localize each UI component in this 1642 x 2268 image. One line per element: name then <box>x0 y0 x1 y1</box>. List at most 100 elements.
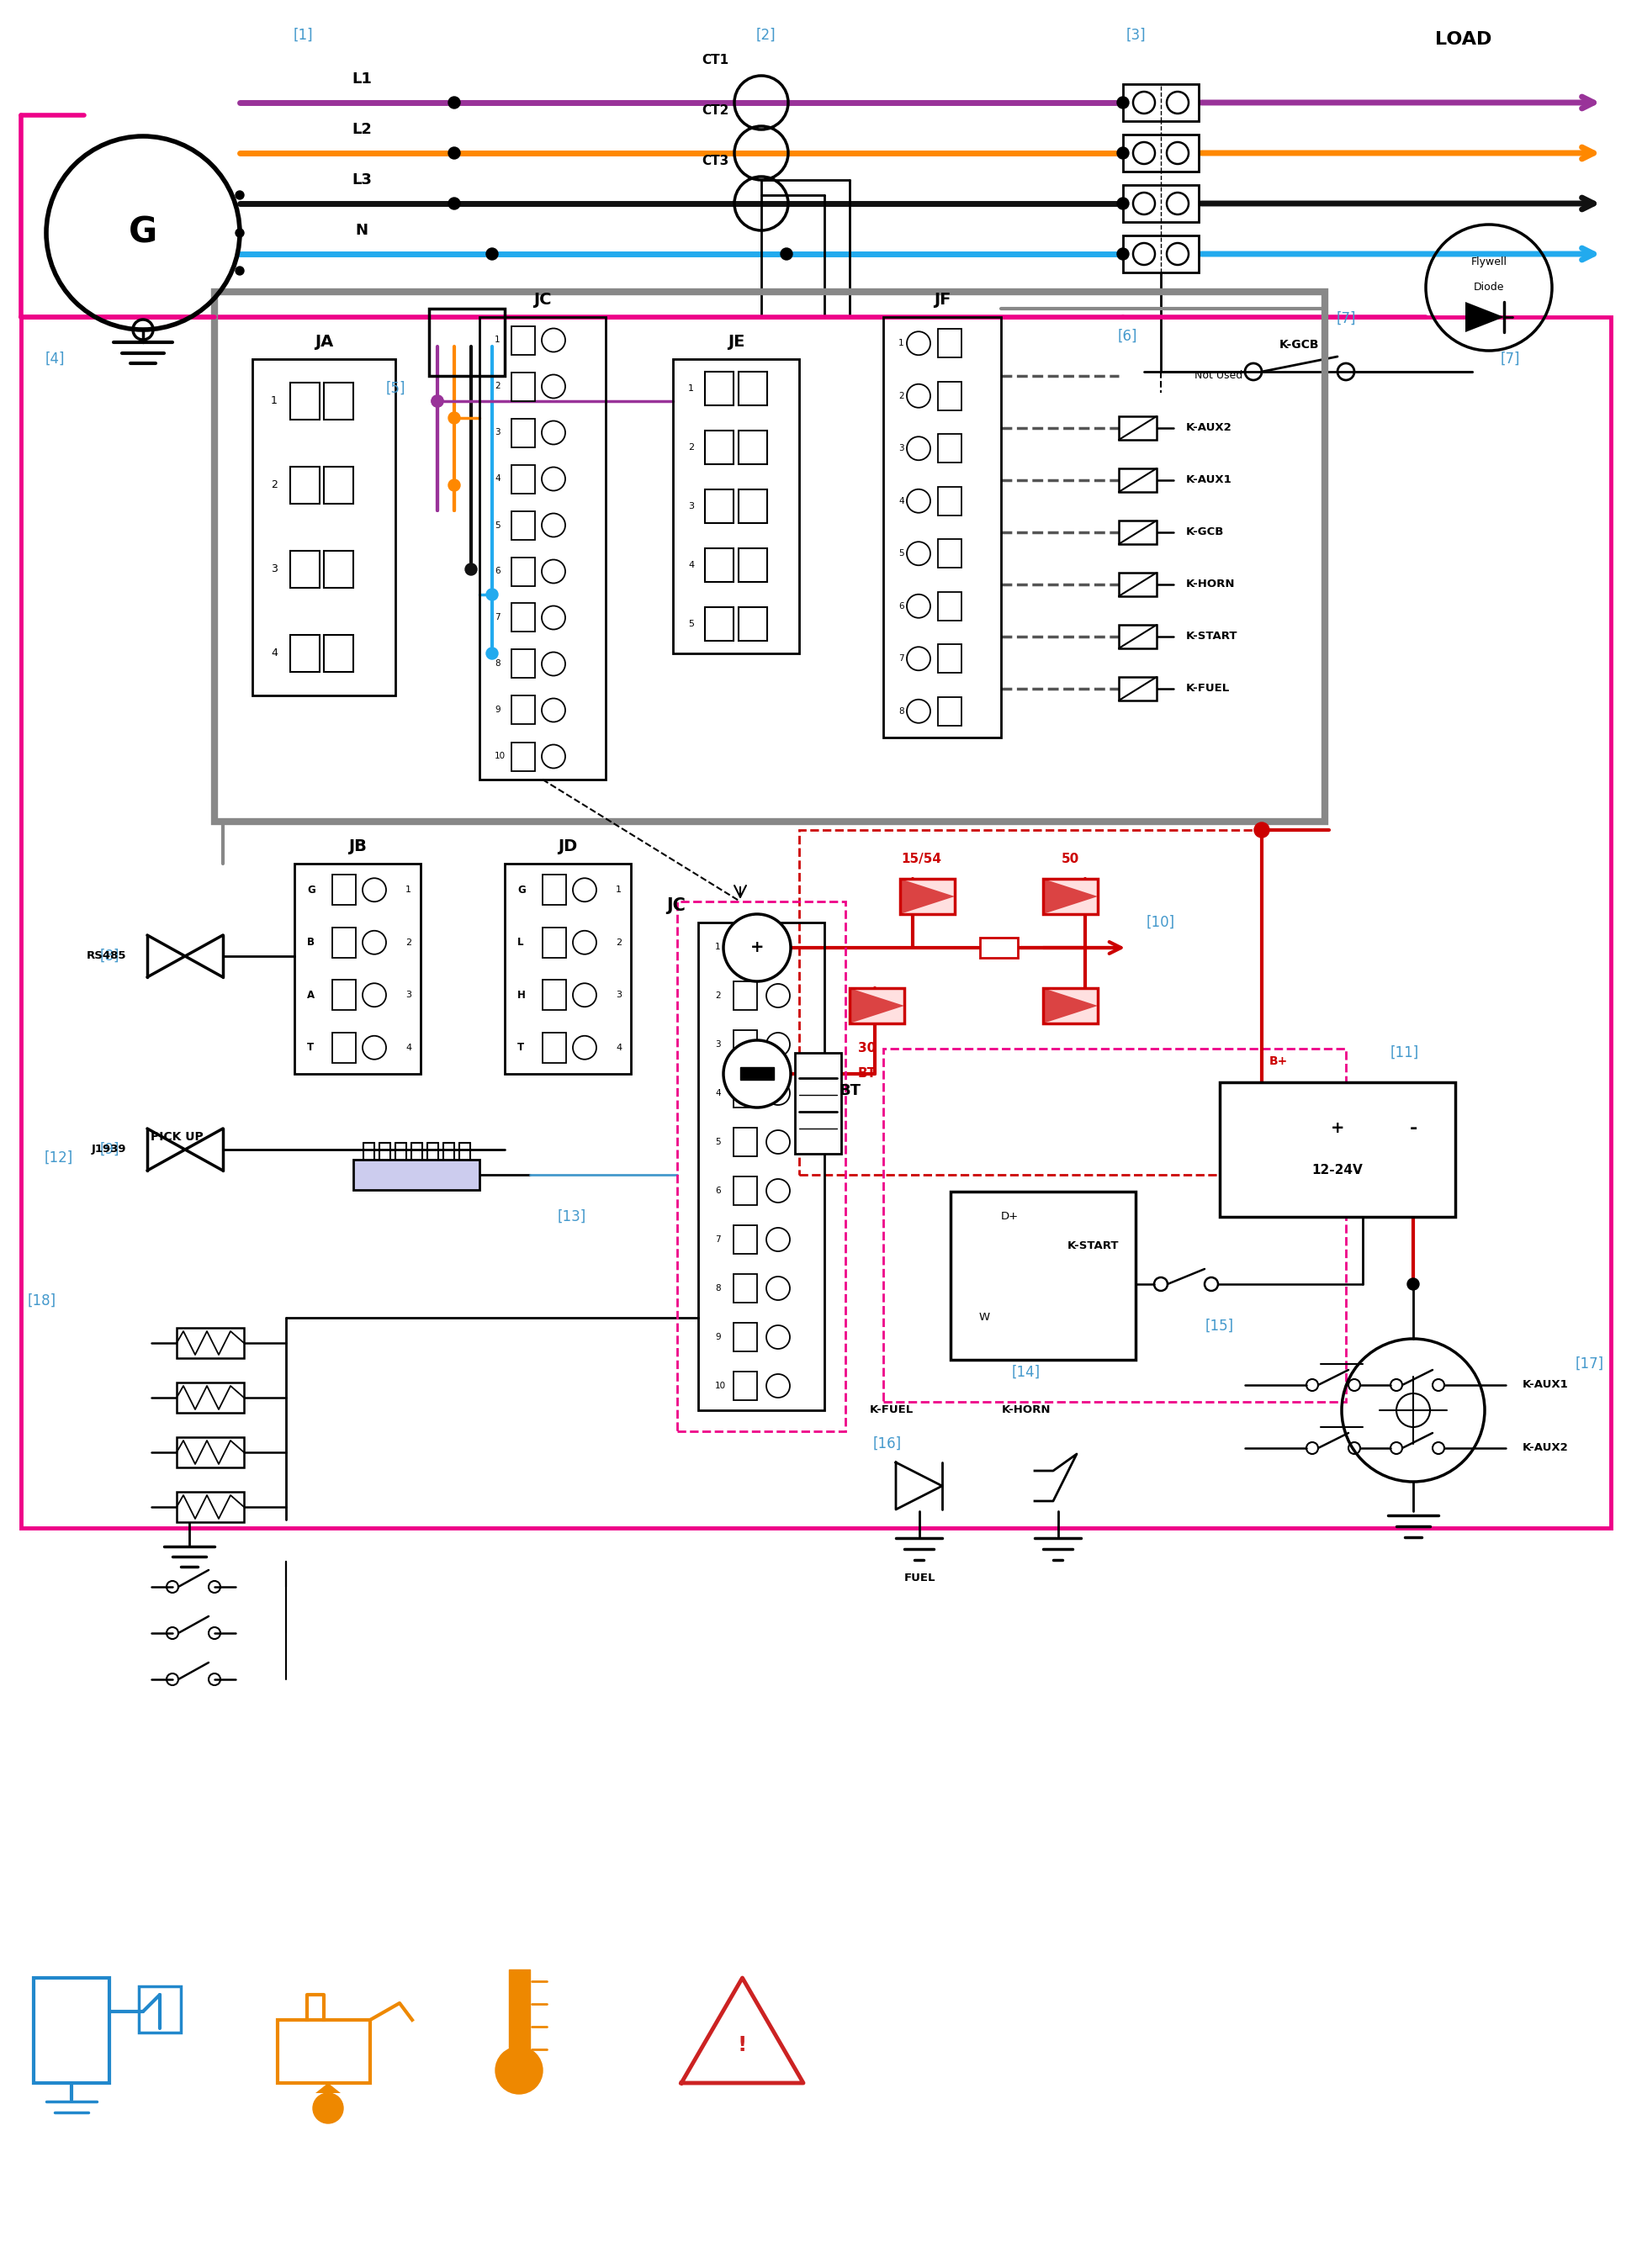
Text: +: + <box>1330 1120 1345 1136</box>
Bar <box>511 649 535 678</box>
Text: 9: 9 <box>714 1334 721 1340</box>
Text: T: T <box>517 1041 524 1052</box>
Text: JA: JA <box>315 333 333 349</box>
Text: L: L <box>517 937 524 948</box>
Bar <box>511 510 535 540</box>
Text: 3: 3 <box>898 445 905 454</box>
Text: J1939: J1939 <box>92 1143 126 1154</box>
Circle shape <box>1117 147 1130 159</box>
Text: K-AUX2: K-AUX2 <box>1186 422 1232 433</box>
Bar <box>511 558 535 585</box>
Bar <box>741 1068 773 1080</box>
Text: 1: 1 <box>271 395 277 406</box>
Bar <box>704 549 734 583</box>
Circle shape <box>486 590 498 601</box>
Circle shape <box>465 562 476 576</box>
Text: T: T <box>307 1041 314 1052</box>
Bar <box>511 603 535 633</box>
Bar <box>739 608 767 642</box>
Text: 3: 3 <box>271 565 277 574</box>
Bar <box>542 980 566 1009</box>
Text: 2: 2 <box>714 991 721 1000</box>
Text: 4: 4 <box>494 474 501 483</box>
Polygon shape <box>315 2082 340 2093</box>
Polygon shape <box>849 989 905 1023</box>
Bar <box>542 928 566 957</box>
Text: 4: 4 <box>616 1043 622 1052</box>
Bar <box>1118 417 1156 440</box>
Bar <box>1043 878 1098 914</box>
Text: [15]: [15] <box>1205 1318 1235 1334</box>
Text: 1: 1 <box>406 887 412 894</box>
Bar <box>332 875 356 905</box>
Text: [7]: [7] <box>1337 311 1356 327</box>
Text: [13]: [13] <box>558 1209 586 1225</box>
Text: 6: 6 <box>714 1186 721 1195</box>
Bar <box>734 932 757 962</box>
Text: [1]: [1] <box>292 27 312 43</box>
Circle shape <box>1117 247 1130 261</box>
Circle shape <box>432 395 443 406</box>
Text: L3: L3 <box>351 172 371 188</box>
Bar <box>323 467 353 503</box>
Text: 12-24V: 12-24V <box>1312 1163 1363 1177</box>
Text: CT1: CT1 <box>701 54 729 66</box>
Bar <box>332 928 356 957</box>
Circle shape <box>724 1041 791 1107</box>
Text: 7: 7 <box>898 655 905 662</box>
Bar <box>938 592 962 621</box>
Text: G: G <box>307 885 315 896</box>
Text: 5: 5 <box>714 1139 721 1145</box>
Text: [10]: [10] <box>1146 914 1176 930</box>
Text: 7: 7 <box>714 1236 721 1243</box>
Bar <box>511 327 535 354</box>
Bar <box>938 381 962 411</box>
Text: K-GCB: K-GCB <box>1279 338 1320 352</box>
Bar <box>795 1052 841 1154</box>
Circle shape <box>235 229 245 238</box>
Bar <box>332 1032 356 1064</box>
Text: 5: 5 <box>688 619 695 628</box>
Text: 3: 3 <box>406 991 412 1000</box>
Text: Not Used: Not Used <box>1194 370 1243 381</box>
Bar <box>938 433 962 463</box>
Text: L2: L2 <box>351 122 371 136</box>
Bar <box>938 488 962 515</box>
Bar <box>1123 186 1199 222</box>
Text: B+: B+ <box>1269 1055 1287 1068</box>
Polygon shape <box>1034 1454 1077 1501</box>
Bar <box>739 549 767 583</box>
Text: BT: BT <box>859 1068 877 1080</box>
Text: 2: 2 <box>271 481 277 490</box>
Text: JB: JB <box>348 839 366 855</box>
Text: W: W <box>979 1313 990 1322</box>
Text: A: A <box>307 989 315 1000</box>
Text: 3: 3 <box>688 501 695 510</box>
Text: K-AUX2: K-AUX2 <box>1522 1442 1568 1454</box>
Text: 3: 3 <box>494 429 501 438</box>
Bar <box>291 551 320 587</box>
Text: 6: 6 <box>494 567 501 576</box>
Text: BT: BT <box>839 1084 860 1098</box>
Bar <box>704 431 734 465</box>
Text: CT2: CT2 <box>701 104 729 118</box>
Circle shape <box>1407 1279 1419 1290</box>
Text: 7: 7 <box>494 612 501 621</box>
Text: [16]: [16] <box>874 1436 901 1452</box>
Text: G: G <box>517 885 525 896</box>
Circle shape <box>235 191 245 200</box>
Bar <box>353 1159 479 1191</box>
Bar <box>511 742 535 771</box>
Text: -: - <box>1409 1120 1417 1136</box>
Bar <box>323 383 353 420</box>
Text: PICK UP: PICK UP <box>151 1132 204 1143</box>
Bar <box>323 551 353 587</box>
Text: 15/54: 15/54 <box>901 853 941 866</box>
Text: !: ! <box>737 2034 747 2055</box>
Polygon shape <box>1043 989 1098 1023</box>
Text: 4: 4 <box>271 649 277 660</box>
Text: 3: 3 <box>616 991 622 1000</box>
Text: +: + <box>750 939 764 955</box>
Text: 2: 2 <box>494 383 501 390</box>
Text: [5]: [5] <box>386 381 406 397</box>
